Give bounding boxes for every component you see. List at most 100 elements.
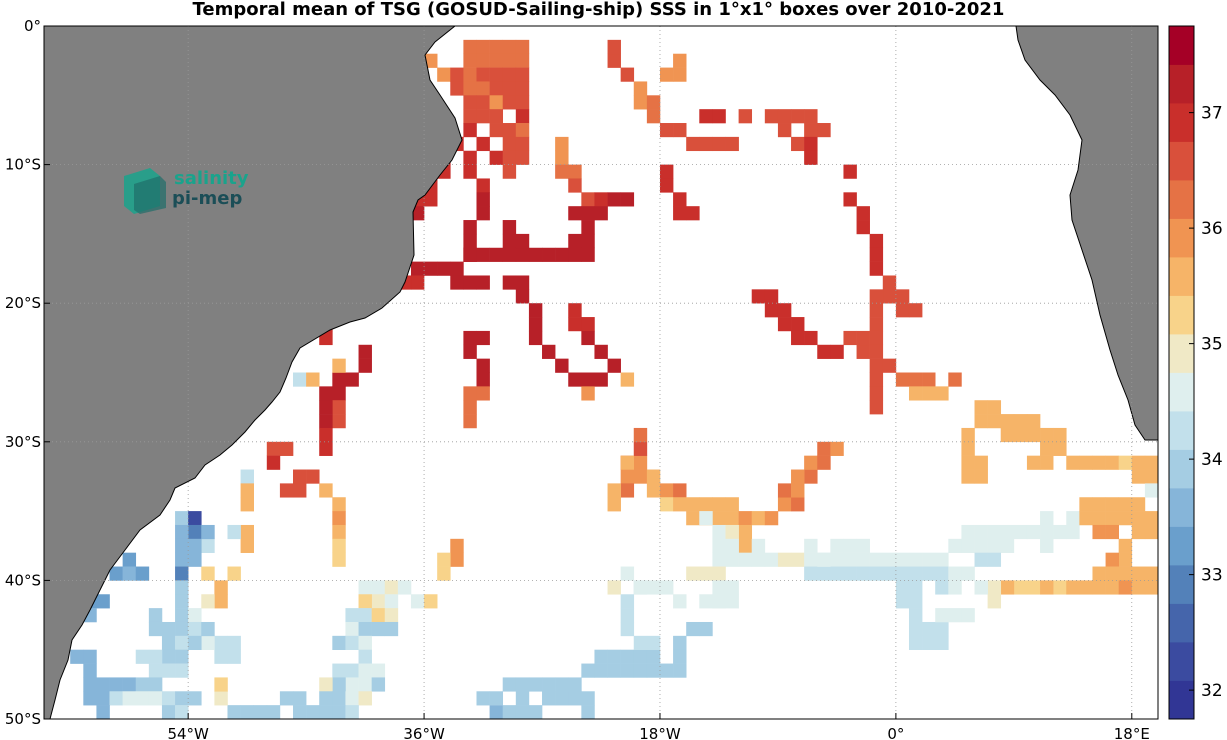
sss-cell xyxy=(358,594,372,609)
colorbar-segment xyxy=(1169,411,1194,450)
sss-cell xyxy=(961,441,975,456)
sss-cell xyxy=(371,621,386,637)
sss-cell xyxy=(83,677,97,692)
sss-cell xyxy=(1040,441,1054,456)
sss-cell xyxy=(646,95,661,110)
sss-cell xyxy=(489,123,504,138)
sss-cell xyxy=(437,552,451,567)
sss-cell xyxy=(882,552,897,567)
sss-cell xyxy=(568,677,582,692)
sss-cell xyxy=(791,497,805,512)
sss-cell xyxy=(935,608,949,623)
sss-cell xyxy=(384,608,399,623)
sss-cell xyxy=(699,497,713,512)
sss-cell xyxy=(791,469,805,484)
sss-cell xyxy=(712,580,726,595)
sss-cell xyxy=(908,566,923,581)
sss-cell xyxy=(804,123,818,138)
sss-cell xyxy=(1131,469,1146,484)
sss-cell xyxy=(489,109,504,124)
sss-cell xyxy=(175,635,189,650)
sss-cell xyxy=(974,552,988,567)
sss-cell xyxy=(214,649,228,664)
sss-cell xyxy=(908,635,923,650)
colorbar-segment xyxy=(1169,372,1194,412)
sss-cell xyxy=(791,109,805,124)
colorbar-segment xyxy=(1169,488,1194,527)
sss-cell xyxy=(201,538,215,553)
sss-cell xyxy=(1118,566,1133,581)
sss-cell xyxy=(476,39,490,55)
sss-cell xyxy=(869,261,884,276)
sss-cell xyxy=(974,469,988,484)
sss-cell xyxy=(659,663,674,678)
sss-cell xyxy=(109,566,123,581)
sss-cell xyxy=(751,289,766,304)
sss-cell xyxy=(306,705,320,719)
sss-cell xyxy=(738,552,753,567)
sss-cell xyxy=(83,649,97,664)
sss-cell xyxy=(410,594,425,609)
sss-cell xyxy=(673,192,687,207)
sss-cell xyxy=(188,524,202,540)
sss-cell xyxy=(371,608,386,623)
sss-cell xyxy=(555,247,569,262)
sss-cell xyxy=(568,206,582,221)
sss-cell xyxy=(502,247,517,262)
sss-cell xyxy=(777,109,792,124)
sss-cell xyxy=(450,81,464,96)
sss-cell xyxy=(515,289,530,304)
sss-cell xyxy=(188,511,202,526)
sss-cell xyxy=(948,608,962,623)
sss-cell xyxy=(843,552,857,567)
africa-land xyxy=(1015,26,1158,441)
sss-cell xyxy=(895,594,910,609)
sss-cell xyxy=(581,247,595,262)
sss-cell xyxy=(463,400,477,415)
sss-cell xyxy=(830,344,844,359)
sss-cell xyxy=(201,594,215,609)
colorbar-tick-label: 34 xyxy=(1201,450,1223,470)
colorbar-segment xyxy=(1169,26,1194,65)
sss-cell xyxy=(777,303,792,318)
sss-cell xyxy=(1026,414,1041,429)
sss-cell xyxy=(1144,469,1158,484)
sss-cell xyxy=(463,164,477,179)
sss-cell xyxy=(895,303,910,318)
sss-cell xyxy=(332,552,346,567)
sss-cell xyxy=(804,455,818,470)
sss-cell xyxy=(489,53,504,68)
sss-cell xyxy=(686,497,700,512)
sss-cell xyxy=(935,566,949,581)
colorbar-segment xyxy=(1169,449,1194,489)
sss-cell xyxy=(96,691,110,706)
sss-cell xyxy=(673,663,687,678)
sss-cell xyxy=(214,677,228,692)
sss-cell xyxy=(935,621,949,637)
sss-cell xyxy=(869,372,884,387)
sss-cell xyxy=(817,344,831,359)
sss-cell xyxy=(843,566,857,581)
sss-cell xyxy=(581,330,595,346)
sss-cell xyxy=(568,247,582,262)
sss-cell xyxy=(476,386,490,401)
sss-cell xyxy=(332,635,346,650)
sss-cell xyxy=(476,109,490,124)
sss-cell xyxy=(555,691,569,706)
sss-cell xyxy=(712,511,726,526)
sss-cell xyxy=(227,524,241,540)
sss-cell xyxy=(1144,511,1158,526)
sss-cell xyxy=(1013,580,1028,595)
sss-cell xyxy=(489,81,504,96)
sss-cell xyxy=(1053,580,1067,595)
logo-cube-shadow-icon xyxy=(134,176,166,214)
sss-cell xyxy=(463,414,477,429)
sss-cell xyxy=(581,192,595,207)
sss-cell xyxy=(345,372,359,387)
sss-cell xyxy=(974,580,988,595)
sss-cell xyxy=(594,192,608,207)
sss-cell xyxy=(515,247,530,262)
sss-cell xyxy=(397,580,412,595)
sss-cell xyxy=(856,344,870,359)
sss-cell xyxy=(345,677,359,692)
